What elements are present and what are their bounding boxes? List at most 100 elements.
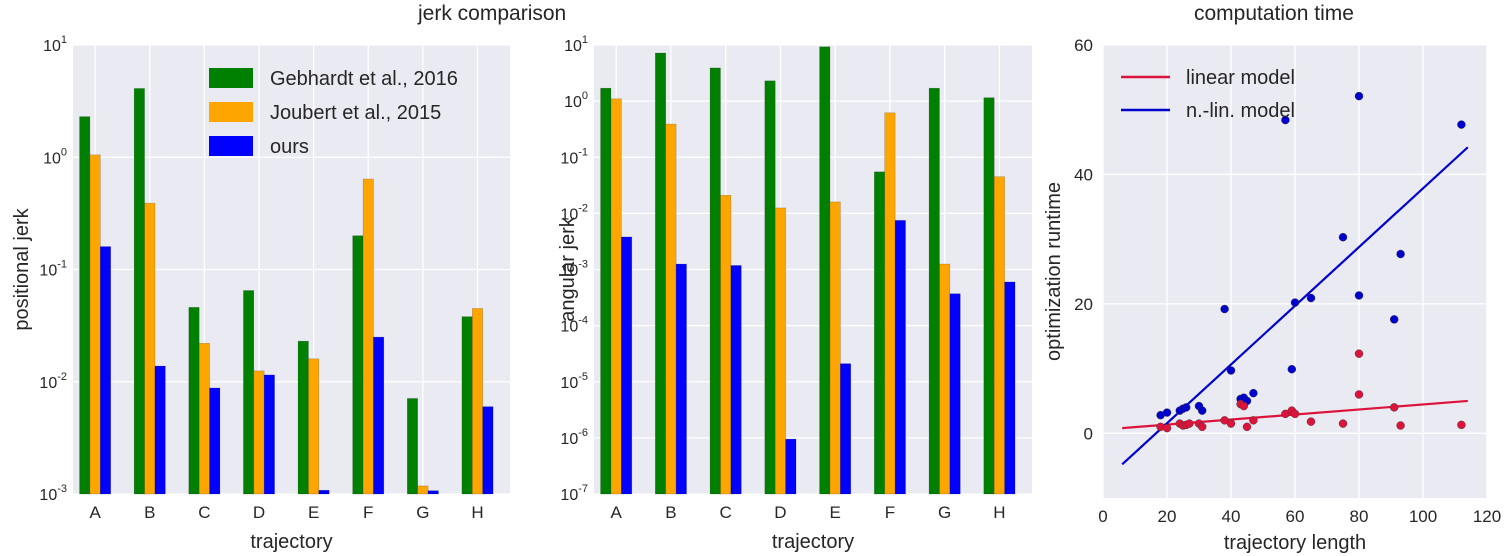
angular-xtick-B: B xyxy=(665,503,676,522)
runtime-point-0-22 xyxy=(1396,421,1405,430)
legend-swatch-2 xyxy=(209,136,253,156)
angular-xtick-G: G xyxy=(938,503,951,522)
runtime-legend: linear model n.-lin. model xyxy=(1121,67,1295,122)
runtime-point-0-19 xyxy=(1354,390,1364,399)
positional-xtick-G: G xyxy=(416,503,429,522)
positional-bar-D-2 xyxy=(263,374,275,495)
angular-bar-G-1 xyxy=(939,263,951,495)
positional-ytick-2: 10-1 xyxy=(39,259,67,280)
runtime-ytick-20: 20 xyxy=(1074,295,1093,314)
angular-bar-A-0 xyxy=(600,87,612,495)
runtime-point-1-1 xyxy=(1162,408,1172,417)
positional-bar-F-2 xyxy=(373,336,385,495)
angular-ytick-1-label: 100 xyxy=(564,90,588,111)
angular-ytick-6: 10-5 xyxy=(560,371,588,392)
runtime-point-1-15 xyxy=(1290,298,1300,307)
angular-bar-H-0 xyxy=(983,97,995,495)
runtime-legend-label-1: n.-lin. model xyxy=(1186,100,1295,122)
positional-y-axis-label: positional jerk xyxy=(11,207,33,330)
runtime-ytick-60: 60 xyxy=(1074,36,1093,55)
positional-ytick-4: 10-3 xyxy=(39,483,67,504)
runtime-point-0-23 xyxy=(1457,420,1466,430)
angular-xtick-E: E xyxy=(830,503,841,522)
legend-label-0: Gebhardt et al., 2016 xyxy=(270,68,458,90)
positional-bar-F-1 xyxy=(362,178,374,495)
runtime-point-0-21 xyxy=(1389,403,1399,412)
bar-legend: Gebhardt et al., 2016 Joubert et al., 201… xyxy=(209,68,458,158)
positional-bar-A-0 xyxy=(79,116,91,495)
runtime-point-1-6 xyxy=(1197,406,1207,415)
runtime-point-0-11 xyxy=(1239,401,1249,411)
runtime-chart-group: 0 20 40 60 80 100 120 0 20 40 60 linear model n.-lin… xyxy=(1043,36,1501,554)
runtime-x-axis-label: trajectory length xyxy=(1224,532,1366,554)
runtime-point-1-8 xyxy=(1226,366,1236,375)
angular-bar-G-2 xyxy=(949,293,961,495)
angular-xtick-H: H xyxy=(993,503,1005,522)
runtime-y-axis-label: optimization runtime xyxy=(1043,182,1065,361)
positional-xtick-E: E xyxy=(308,503,319,522)
angular-ytick-0-label: 101 xyxy=(564,34,588,55)
angular-ytick-3: 10-2 xyxy=(560,202,588,223)
runtime-xtick-0: 0 xyxy=(1098,507,1107,526)
legend-swatch-0 xyxy=(209,68,253,88)
computation-time-title: computation time xyxy=(1194,2,1354,25)
runtime-point-1-20 xyxy=(1389,315,1399,324)
runtime-point-0-18 xyxy=(1338,419,1348,428)
runtime-xtick-120: 120 xyxy=(1473,507,1501,526)
angular-bar-B-0 xyxy=(655,52,667,495)
positional-ytick-4-label: 10-3 xyxy=(39,483,67,504)
angular-ytick-3-label: 10-2 xyxy=(560,202,588,223)
angular-y-axis-label: angular jerk xyxy=(557,216,579,322)
positional-xtick-B: B xyxy=(144,503,155,522)
positional-bar-H-2 xyxy=(482,406,494,495)
runtime-xtick-80: 80 xyxy=(1350,507,1369,526)
positional-bar-B-1 xyxy=(144,202,156,495)
runtime-point-1-22 xyxy=(1457,120,1466,129)
runtime-point-0-9 xyxy=(1226,419,1236,428)
angular-bar-E-2 xyxy=(840,363,852,495)
angular-ytick-6-label: 10-5 xyxy=(560,371,588,392)
angular-ytick-8: 10-7 xyxy=(560,483,588,504)
positional-xtick-H: H xyxy=(471,503,483,522)
angular-bar-D-1 xyxy=(774,207,786,495)
positional-ytick-2-label: 10-1 xyxy=(39,259,67,280)
angular-bar-C-0 xyxy=(709,67,721,495)
angular-bar-D-2 xyxy=(785,438,797,495)
runtime-point-1-12 xyxy=(1249,388,1258,398)
runtime-point-1-14 xyxy=(1287,365,1297,374)
angular-chart-group: 101 100 10-1 10-2 10-3 10-4 10-5 10-6 10-7 A B C D E F… xyxy=(557,34,1032,553)
angular-ytick-2: 10-1 xyxy=(560,146,588,167)
positional-bar-F-0 xyxy=(352,235,364,495)
angular-bar-E-1 xyxy=(829,201,841,495)
positional-bar-H-1 xyxy=(472,308,483,495)
angular-bar-H-2 xyxy=(1004,281,1016,495)
runtime-point-0-7 xyxy=(1197,422,1207,432)
angular-bar-A-2 xyxy=(621,236,633,495)
positional-bar-D-1 xyxy=(253,370,265,495)
angular-x-axis-label: trajectory xyxy=(772,531,854,553)
angular-ytick-5-label: 10-4 xyxy=(560,315,588,336)
runtime-point-1-21 xyxy=(1396,249,1405,259)
positional-ytick-0-label: 101 xyxy=(43,34,67,55)
positional-x-axis-label: trajectory xyxy=(250,531,332,553)
angular-bar-F-0 xyxy=(874,171,886,495)
runtime-point-1-16 xyxy=(1306,293,1316,303)
runtime-point-0-5 xyxy=(1185,419,1194,428)
angular-ytick-0: 101 xyxy=(564,34,588,55)
runtime-point-1-18 xyxy=(1354,91,1364,101)
runtime-ytick-0: 0 xyxy=(1084,424,1093,443)
runtime-point-0-12 xyxy=(1242,422,1252,432)
positional-xtick-D: D xyxy=(253,503,265,522)
angular-bar-B-2 xyxy=(675,263,687,495)
runtime-xtick-40: 40 xyxy=(1222,507,1241,526)
angular-bar-F-1 xyxy=(884,112,896,495)
positional-ytick-3: 10-2 xyxy=(39,371,67,392)
positional-bar-H-0 xyxy=(461,316,473,495)
angular-ytick-7-label: 10-6 xyxy=(560,427,588,448)
runtime-point-1-13 xyxy=(1281,115,1290,125)
runtime-point-1-7 xyxy=(1220,304,1229,314)
angular-ytick-4-label: 10-3 xyxy=(560,259,588,280)
